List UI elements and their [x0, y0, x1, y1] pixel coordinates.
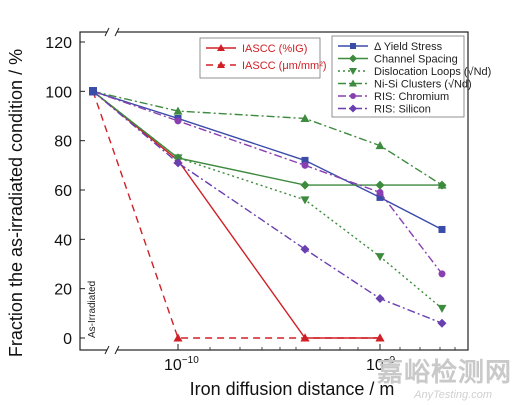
- legend-item: Dislocation Loops (√Nd): [338, 66, 491, 78]
- data-point: [375, 253, 385, 262]
- data-point: [173, 333, 183, 342]
- legend-label: IASCC (μm/mm²): [242, 60, 327, 72]
- legend-item: Ni-Si Clusters (√Nd): [338, 79, 472, 91]
- axis-break-gap: [107, 29, 117, 35]
- data-point: [174, 117, 182, 125]
- series-dislocation-loops-nd-: [89, 87, 447, 313]
- data-point: [300, 196, 310, 205]
- series-line: [92, 90, 443, 275]
- legend-label: Δ Yield Stress: [374, 41, 443, 53]
- legend-label: Ni-Si Clusters (√Nd): [374, 79, 472, 91]
- data-point: [173, 158, 183, 168]
- series-ris-silicon: [89, 87, 447, 328]
- axis-break-mark: [104, 345, 120, 355]
- legend-label: RIS: Silicon: [374, 104, 431, 116]
- x-axis-label: Iron diffusion distance / m: [190, 379, 395, 399]
- legend-item: IASCC (μm/mm²): [206, 60, 327, 72]
- data-point: [437, 180, 447, 189]
- legend-swatch-marker: [350, 43, 356, 49]
- data-point: [376, 188, 384, 196]
- y-tick-label: 80: [54, 134, 72, 151]
- legend-item: Δ Yield Stress: [338, 41, 443, 53]
- legend-item: RIS: Chromium: [338, 91, 449, 103]
- x-tick-label: 10−10: [164, 355, 199, 374]
- watermark: 嘉峪检测网: [376, 357, 512, 387]
- y-axis-label: Fraction the as-irradiated condition / %: [6, 49, 26, 357]
- axis-break-gap: [107, 347, 117, 353]
- y-axis: 0 20 40 60 80 100 120: [45, 35, 85, 348]
- x-tick-label: 10−9: [366, 355, 396, 374]
- data-point: [375, 141, 385, 150]
- data-point: [89, 87, 97, 96]
- data-point: [376, 193, 384, 201]
- y-tick-label: 0: [63, 331, 72, 348]
- as-irradiated-annotation: As-Irradiated: [87, 281, 98, 338]
- data-point: [375, 180, 385, 190]
- data-point: [375, 333, 385, 342]
- data-point: [173, 106, 183, 115]
- data-point: [437, 318, 447, 328]
- data-point: [437, 304, 447, 313]
- y-tick-label: 120: [45, 35, 72, 52]
- axis-break-mark: [104, 27, 120, 37]
- plot-frame: [79, 31, 469, 351]
- legend-item: RIS: Silicon: [338, 104, 431, 116]
- series-line: [92, 90, 443, 309]
- x-axis: 10−10 10−9: [164, 344, 456, 374]
- watermark-sub: AnyTesting.com: [414, 389, 492, 401]
- legend-swatch-marker: [349, 54, 357, 63]
- legend-swatch-marker: [350, 93, 356, 99]
- series-line: [92, 90, 380, 339]
- legend-item: IASCC (%IG): [206, 43, 307, 55]
- data-point: [438, 225, 446, 233]
- data-point: [300, 180, 310, 190]
- legend-box: [199, 37, 321, 79]
- y-tick-label: 60: [54, 183, 72, 200]
- legend-box: [331, 35, 465, 118]
- legend-swatch-marker: [217, 61, 225, 68]
- data-point: [301, 161, 309, 169]
- y-tick-label: 40: [54, 232, 72, 249]
- series-line: [92, 90, 443, 324]
- data-point: [375, 294, 385, 304]
- legend-left: IASCC (%IG) IASCC (μm/mm²): [199, 37, 327, 79]
- legend-label: IASCC (%IG): [242, 43, 307, 55]
- legend-item: Channel Spacing: [338, 54, 458, 66]
- legend-label: Channel Spacing: [374, 54, 458, 66]
- data-point: [438, 270, 446, 278]
- y-tick-label: 20: [54, 282, 72, 299]
- legend-label: RIS: Chromium: [374, 91, 449, 103]
- legend-swatch-marker: [349, 104, 357, 113]
- data-point: [300, 244, 310, 254]
- data-point: [300, 113, 310, 122]
- series-layer: [89, 87, 447, 342]
- legend-swatch-marker: [217, 44, 225, 51]
- series-line: [92, 91, 380, 339]
- data-point: [300, 333, 310, 342]
- y-tick-label: 100: [45, 84, 72, 101]
- plot-area: [79, 27, 469, 355]
- legend-swatch-marker: [349, 68, 357, 75]
- legend-swatch-marker: [349, 79, 357, 87]
- legend-label: Dislocation Loops (√Nd): [374, 66, 491, 78]
- data-point: [301, 156, 309, 164]
